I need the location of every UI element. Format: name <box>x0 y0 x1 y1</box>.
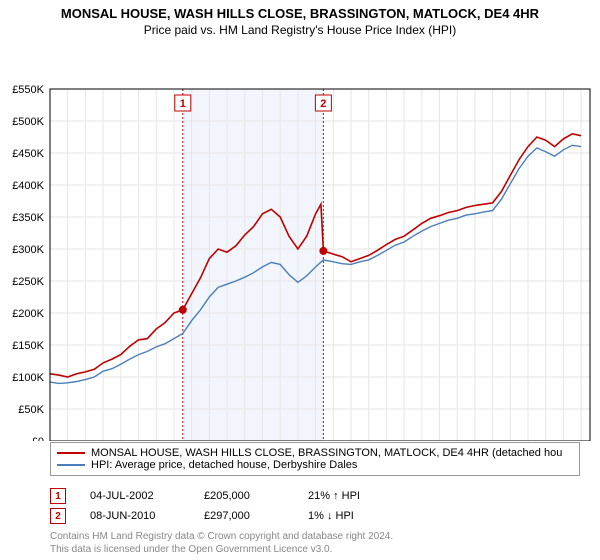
table-row: 2 08-JUN-2010 £297,000 1% ↓ HPI <box>50 506 360 526</box>
marker-delta: 1% ↓ HPI <box>308 510 354 522</box>
marker-date: 04-JUL-2002 <box>90 490 180 502</box>
legend-label-hpi: HPI: Average price, detached house, Derb… <box>91 459 357 471</box>
legend-swatch-hpi <box>57 464 85 466</box>
svg-text:£0: £0 <box>32 436 44 441</box>
svg-text:2: 2 <box>320 98 326 110</box>
svg-text:£50K: £50K <box>18 404 44 416</box>
svg-text:£550K: £550K <box>12 84 44 96</box>
svg-text:£200K: £200K <box>12 308 44 320</box>
svg-text:£400K: £400K <box>12 180 44 192</box>
chart-title: MONSAL HOUSE, WASH HILLS CLOSE, BRASSING… <box>0 0 600 21</box>
svg-text:£150K: £150K <box>12 340 44 352</box>
marker-badge-1: 1 <box>50 488 66 504</box>
marker-price: £297,000 <box>204 510 284 522</box>
legend-swatch-property <box>57 452 85 454</box>
svg-text:£250K: £250K <box>12 276 44 288</box>
marker-date: 08-JUN-2010 <box>90 510 180 522</box>
marker-price: £205,000 <box>204 490 284 502</box>
marker-delta: 21% ↑ HPI <box>308 490 360 502</box>
legend-item-hpi: HPI: Average price, detached house, Derb… <box>57 459 573 471</box>
legend: MONSAL HOUSE, WASH HILLS CLOSE, BRASSING… <box>50 442 580 476</box>
footnote-line: This data is licensed under the Open Gov… <box>50 543 393 556</box>
legend-label-property: MONSAL HOUSE, WASH HILLS CLOSE, BRASSING… <box>91 447 562 459</box>
footnote: Contains HM Land Registry data © Crown c… <box>50 530 393 556</box>
sale-markers-table: 1 04-JUL-2002 £205,000 21% ↑ HPI 2 08-JU… <box>50 486 360 526</box>
marker-badge-2: 2 <box>50 508 66 524</box>
svg-text:£350K: £350K <box>12 212 44 224</box>
svg-text:£450K: £450K <box>12 148 44 160</box>
svg-text:£100K: £100K <box>12 372 44 384</box>
svg-text:£300K: £300K <box>12 244 44 256</box>
chart-subtitle: Price paid vs. HM Land Registry's House … <box>0 21 600 41</box>
table-row: 1 04-JUL-2002 £205,000 21% ↑ HPI <box>50 486 360 506</box>
svg-text:£500K: £500K <box>12 116 44 128</box>
legend-item-property: MONSAL HOUSE, WASH HILLS CLOSE, BRASSING… <box>57 447 573 459</box>
svg-text:1: 1 <box>180 98 186 110</box>
footnote-line: Contains HM Land Registry data © Crown c… <box>50 530 393 543</box>
price-chart: £0 £50K £100K £150K £200K £250K £300K £350K £400… <box>0 41 600 441</box>
